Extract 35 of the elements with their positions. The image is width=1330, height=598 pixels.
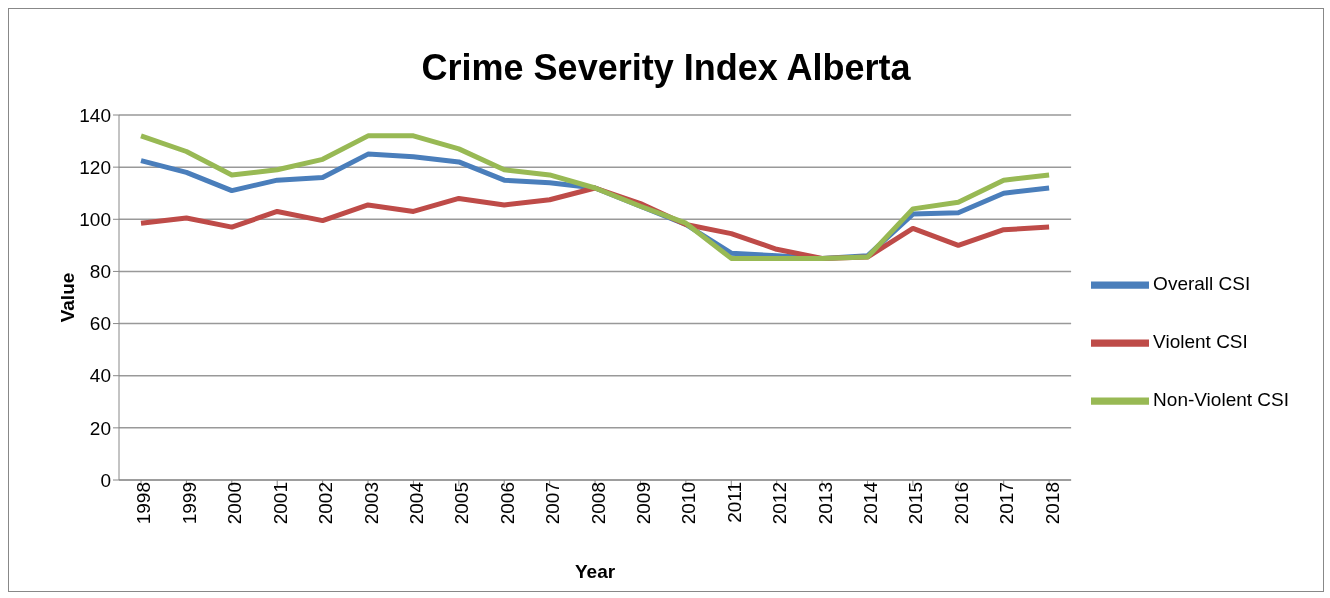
x-tick-label: 2009 (632, 482, 654, 525)
x-tick-label: 2012 (769, 482, 791, 525)
chart-title: Crime Severity Index Alberta (420, 47, 912, 90)
x-tick-label: 2000 (224, 482, 246, 525)
x-axis-title: Year (574, 561, 616, 582)
x-tick-label: 2018 (1041, 482, 1063, 525)
x-tick-label: 2011 (723, 482, 745, 523)
x-tick-label: 2013 (814, 482, 836, 525)
y-tick-label: 140 (79, 104, 111, 126)
y-tick-label: 80 (89, 261, 111, 283)
y-axis-title: Value (56, 272, 78, 323)
legend-label: Overall CSI (1153, 272, 1251, 294)
x-tick-label: 1998 (133, 482, 155, 525)
x-tick-label: 2016 (950, 482, 972, 525)
x-tick-label: 2005 (451, 482, 473, 525)
x-tick-label: 2001 (269, 482, 291, 525)
x-tick-label: 2004 (405, 481, 427, 525)
legend-label: Non-Violent CSI (1153, 388, 1289, 410)
x-tick-label: 1999 (178, 482, 200, 525)
x-tick-label: 2002 (315, 482, 337, 525)
x-tick-label: 2014 (859, 481, 881, 525)
y-tick-label: 40 (89, 365, 111, 387)
y-tick-label: 0 (100, 469, 111, 491)
y-tick-label: 20 (89, 417, 111, 439)
x-tick-label: 2010 (678, 482, 700, 525)
y-tick-label: 120 (79, 156, 111, 178)
x-tick-label: 2015 (905, 482, 927, 525)
y-tick-label: 100 (79, 209, 111, 231)
x-tick-label: 2008 (587, 482, 609, 525)
y-tick-label: 60 (89, 313, 111, 335)
x-tick-label: 2007 (542, 482, 564, 525)
x-tick-label: 2006 (496, 482, 518, 525)
legend-label: Violent CSI (1153, 330, 1248, 352)
x-tick-label: 2017 (996, 482, 1018, 525)
x-tick-label: 2003 (360, 482, 382, 525)
